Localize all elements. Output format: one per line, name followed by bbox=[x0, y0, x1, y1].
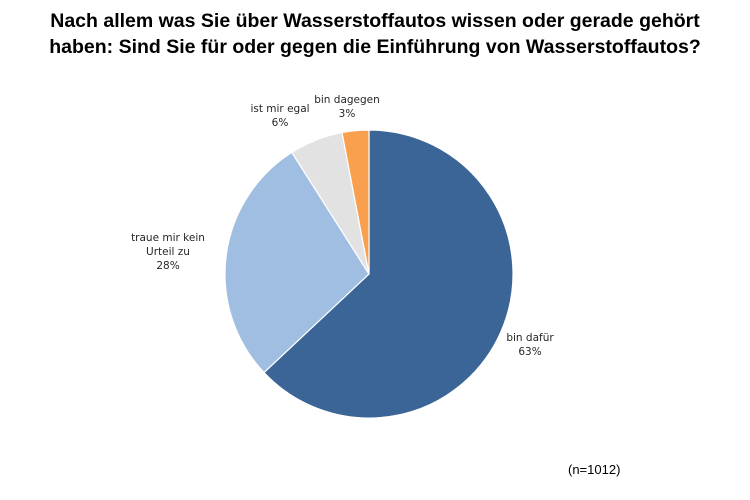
chart-title: Nach allem was Sie über Wasserstoffautos… bbox=[0, 8, 750, 60]
pie-slice bbox=[263, 129, 514, 419]
pie-slice bbox=[224, 151, 370, 374]
slice-category-label: bin dagegen bbox=[314, 94, 380, 106]
slice-category-label: traue mir kein bbox=[131, 232, 205, 244]
slice-value-label: 3% bbox=[339, 108, 356, 120]
slice-label: bin dafür 63% bbox=[506, 332, 554, 358]
slice-category-label: Urteil zu bbox=[146, 246, 190, 258]
chart-title-line-1: Nach allem was Sie über Wasserstoffautos… bbox=[50, 10, 700, 32]
slice-label: traue mir kein Urteil zu 28% bbox=[131, 232, 205, 272]
chart-title-line-2: haben: Sind Sie für oder gegen die Einfü… bbox=[49, 36, 701, 58]
slice-label: bin dagegen 3% bbox=[314, 94, 380, 120]
sample-size-note: (n=1012) bbox=[568, 462, 621, 477]
pie-slice bbox=[341, 129, 370, 275]
slice-category-label: ist mir egal bbox=[250, 103, 309, 115]
slice-category-label: bin dafür bbox=[506, 332, 554, 344]
slice-value-label: 6% bbox=[272, 117, 289, 129]
slice-label: ist mir egal 6% bbox=[250, 103, 309, 129]
slice-value-label: 63% bbox=[518, 346, 541, 358]
slice-value-label: 28% bbox=[156, 260, 179, 272]
